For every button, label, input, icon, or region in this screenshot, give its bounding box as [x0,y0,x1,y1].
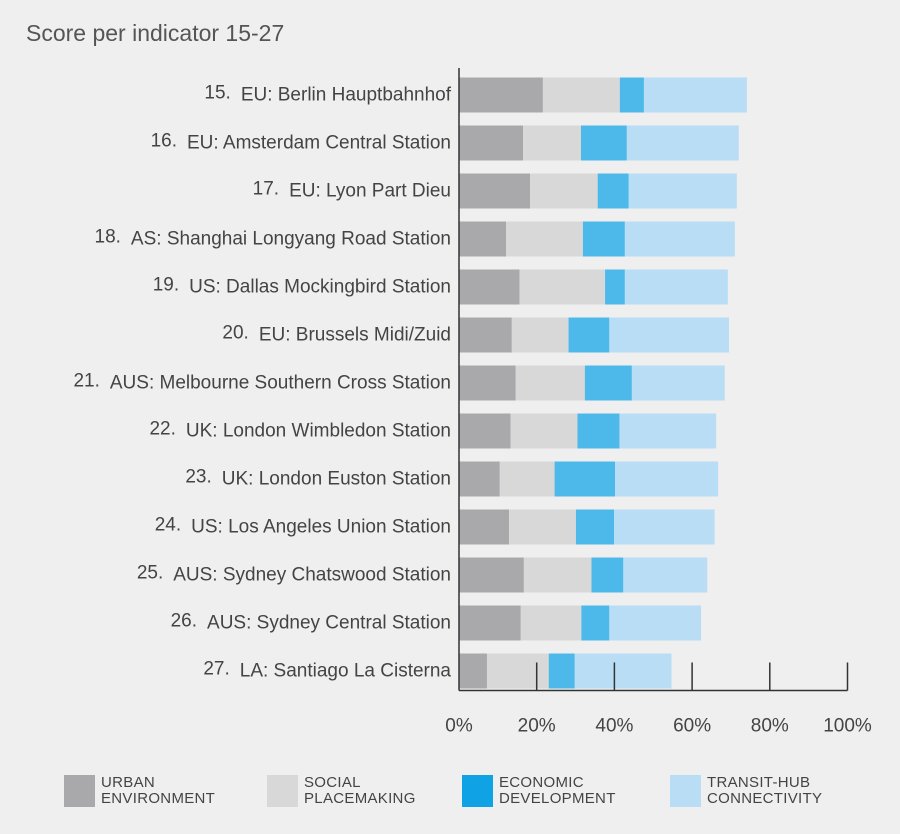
bar-urban-environment [459,653,487,689]
category-rank: 19. [153,275,179,296]
bar-urban-environment [459,221,507,257]
x-tick-label: 60% [673,716,711,737]
category-label: US: Dallas Mockingbird Station [189,277,451,298]
bar-transit-hub-connectivity [624,221,735,257]
category-label: LA: Santiago La Cisterna [240,661,452,682]
category-label: AUS: Melbourne Southern Cross Station [110,373,451,394]
bar-urban-environment [459,77,543,113]
bar-economic-development [580,125,627,161]
category-rank: 27. [203,659,229,680]
bar-transit-hub-connectivity [643,77,747,113]
chart-title: Score per indicator 15-27 [26,20,285,46]
bar-social-placemaking [486,653,549,689]
category-label: UK: London Wimbledon Station [186,421,451,442]
category-rank: 25. [137,563,163,584]
bar-economic-development [577,413,620,449]
bar-social-placemaking [542,77,620,113]
legend-swatch-urban-environment [64,775,95,807]
legend-swatch-social-placemaking [267,775,298,807]
legend-label-urban-environment: URBAN ENVIRONMENT [101,774,216,807]
bar-economic-development [591,557,624,593]
bar-economic-development [548,653,575,689]
category-rank: 17. [253,179,279,200]
category-label: AS: Shanghai Longyang Road Station [131,229,451,250]
category-label: AUS: Sydney Central Station [207,613,451,634]
bar-urban-environment [459,605,521,641]
category-label: EU: Brussels Midi/Zuid [259,325,451,346]
bar-economic-development [582,221,625,257]
bar-transit-hub-connectivity [619,413,717,449]
bar-social-placemaking [511,317,569,353]
category-rank: 22. [149,419,175,440]
bar-economic-development [554,461,616,497]
bar-urban-environment [459,557,524,593]
bar-economic-development [581,605,610,641]
x-tick-label: 40% [595,716,633,737]
bar-urban-environment [459,317,512,353]
bar-transit-hub-connectivity [626,125,739,161]
bar-transit-hub-connectivity [623,557,708,593]
bar-economic-development [605,269,625,305]
bar-economic-development [584,365,632,401]
category-label: EU: Amsterdam Central Station [187,133,451,154]
bar-transit-hub-connectivity [574,653,672,689]
bar-urban-environment [459,125,524,161]
bar-social-placemaking [520,605,582,641]
category-rank: 24. [155,515,181,536]
category-label: AUS: Sydney Chatswood Station [173,565,451,586]
category-label: EU: Berlin Hauptbahnhof [241,85,452,106]
bar-social-placemaking [530,173,598,209]
legend-label-transit-hub-connectivity: TRANSIT-HUB CONNECTIVITY [707,774,823,807]
legend-label-social-placemaking: SOCIAL PLACEMAKING [304,774,416,807]
bar-transit-hub-connectivity [624,269,728,305]
category-rank: 20. [222,323,248,344]
bar-economic-development [619,77,644,113]
bar-urban-environment [459,509,510,545]
bar-transit-hub-connectivity [614,509,715,545]
bar-economic-development [597,173,629,209]
bar-social-placemaking [506,221,583,257]
x-tick-label: 20% [518,716,556,737]
category-rank: 21. [73,371,99,392]
stacked-bar-chart: EU: Berlin Hauptbahnhof 15. EU: Amsterdam … [73,68,872,737]
legend-swatch-transit-hub-connectivity [670,775,701,807]
bar-economic-development [568,317,610,353]
bar-urban-environment [459,365,516,401]
category-rank: 23. [185,467,211,488]
bar-social-placemaking [519,269,606,305]
bar-urban-environment [459,413,511,449]
x-tick-label: 100% [823,716,872,737]
bar-urban-environment [459,173,531,209]
bar-transit-hub-connectivity [615,461,719,497]
category-label: UK: London Euston Station [222,469,451,490]
category-rank: 15. [204,83,230,104]
category-label: EU: Lyon Part Dieu [289,181,451,202]
bar-transit-hub-connectivity [609,605,702,641]
category-rank: 18. [95,227,121,248]
category-label: US: Los Angeles Union Station [191,517,451,538]
category-rank: 16. [151,131,177,152]
bar-social-placemaking [509,509,576,545]
bar-transit-hub-connectivity [631,365,725,401]
bar-urban-environment [459,269,520,305]
legend-swatch-economic-development [462,775,493,807]
bar-economic-development [575,509,615,545]
legend: URBAN ENVIRONMENT SOCIAL PLACEMAKING ECO… [64,774,884,814]
x-tick-label: 80% [751,716,789,737]
x-tick-label: 0% [445,716,473,737]
bar-social-placemaking [523,125,581,161]
legend-label-economic-development: ECONOMIC DEVELOPMENT [499,774,616,807]
bar-social-placemaking [499,461,555,497]
bar-transit-hub-connectivity [628,173,737,209]
bar-social-placemaking [523,557,592,593]
bar-transit-hub-connectivity [609,317,730,353]
bar-urban-environment [459,461,500,497]
category-rank: 26. [171,611,197,632]
bar-social-placemaking [515,365,585,401]
bar-social-placemaking [510,413,578,449]
